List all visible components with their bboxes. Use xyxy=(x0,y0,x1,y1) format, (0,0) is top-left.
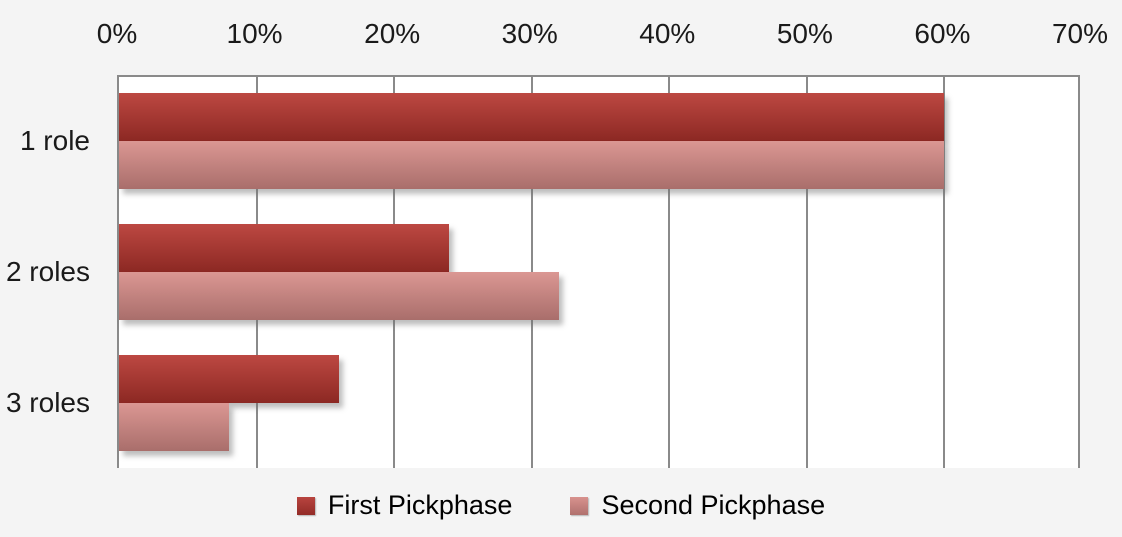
x-tick-label: 50% xyxy=(776,18,833,49)
bar-first-pickphase xyxy=(119,224,450,272)
bar-first-pickphase xyxy=(119,93,945,141)
legend-swatch-icon xyxy=(296,496,315,515)
x-tick-label: 60% xyxy=(914,18,971,49)
gridline xyxy=(805,77,808,468)
gridline xyxy=(668,77,671,468)
legend-item: First Pickphase xyxy=(296,490,513,520)
bar-second-pickphase xyxy=(119,272,560,320)
plot-area xyxy=(117,75,1080,468)
y-axis-label: 3 roles xyxy=(5,386,90,418)
legend-swatch-icon xyxy=(570,496,589,515)
x-tick-label: 20% xyxy=(364,18,421,49)
x-tick-label: 70% xyxy=(1051,18,1109,49)
legend-item: Second Pickphase xyxy=(570,492,825,519)
gridline xyxy=(943,77,946,468)
bar-first-pickphase xyxy=(119,355,340,403)
legend-label: First Pickphase xyxy=(327,490,513,520)
x-tick-label: 40% xyxy=(639,18,696,49)
x-tick-label: 30% xyxy=(501,18,558,49)
bar-second-pickphase xyxy=(119,141,945,189)
y-axis-label: 1 role xyxy=(19,124,90,156)
y-axis-label: 2 roles xyxy=(5,255,90,287)
x-tick-label: 10% xyxy=(226,18,283,49)
legend: First Pickphase Second Pickphase xyxy=(0,492,1122,519)
legend-label: Second Pickphase xyxy=(601,490,826,520)
bar-second-pickphase xyxy=(119,403,230,451)
x-tick-label: 0% xyxy=(96,18,138,49)
